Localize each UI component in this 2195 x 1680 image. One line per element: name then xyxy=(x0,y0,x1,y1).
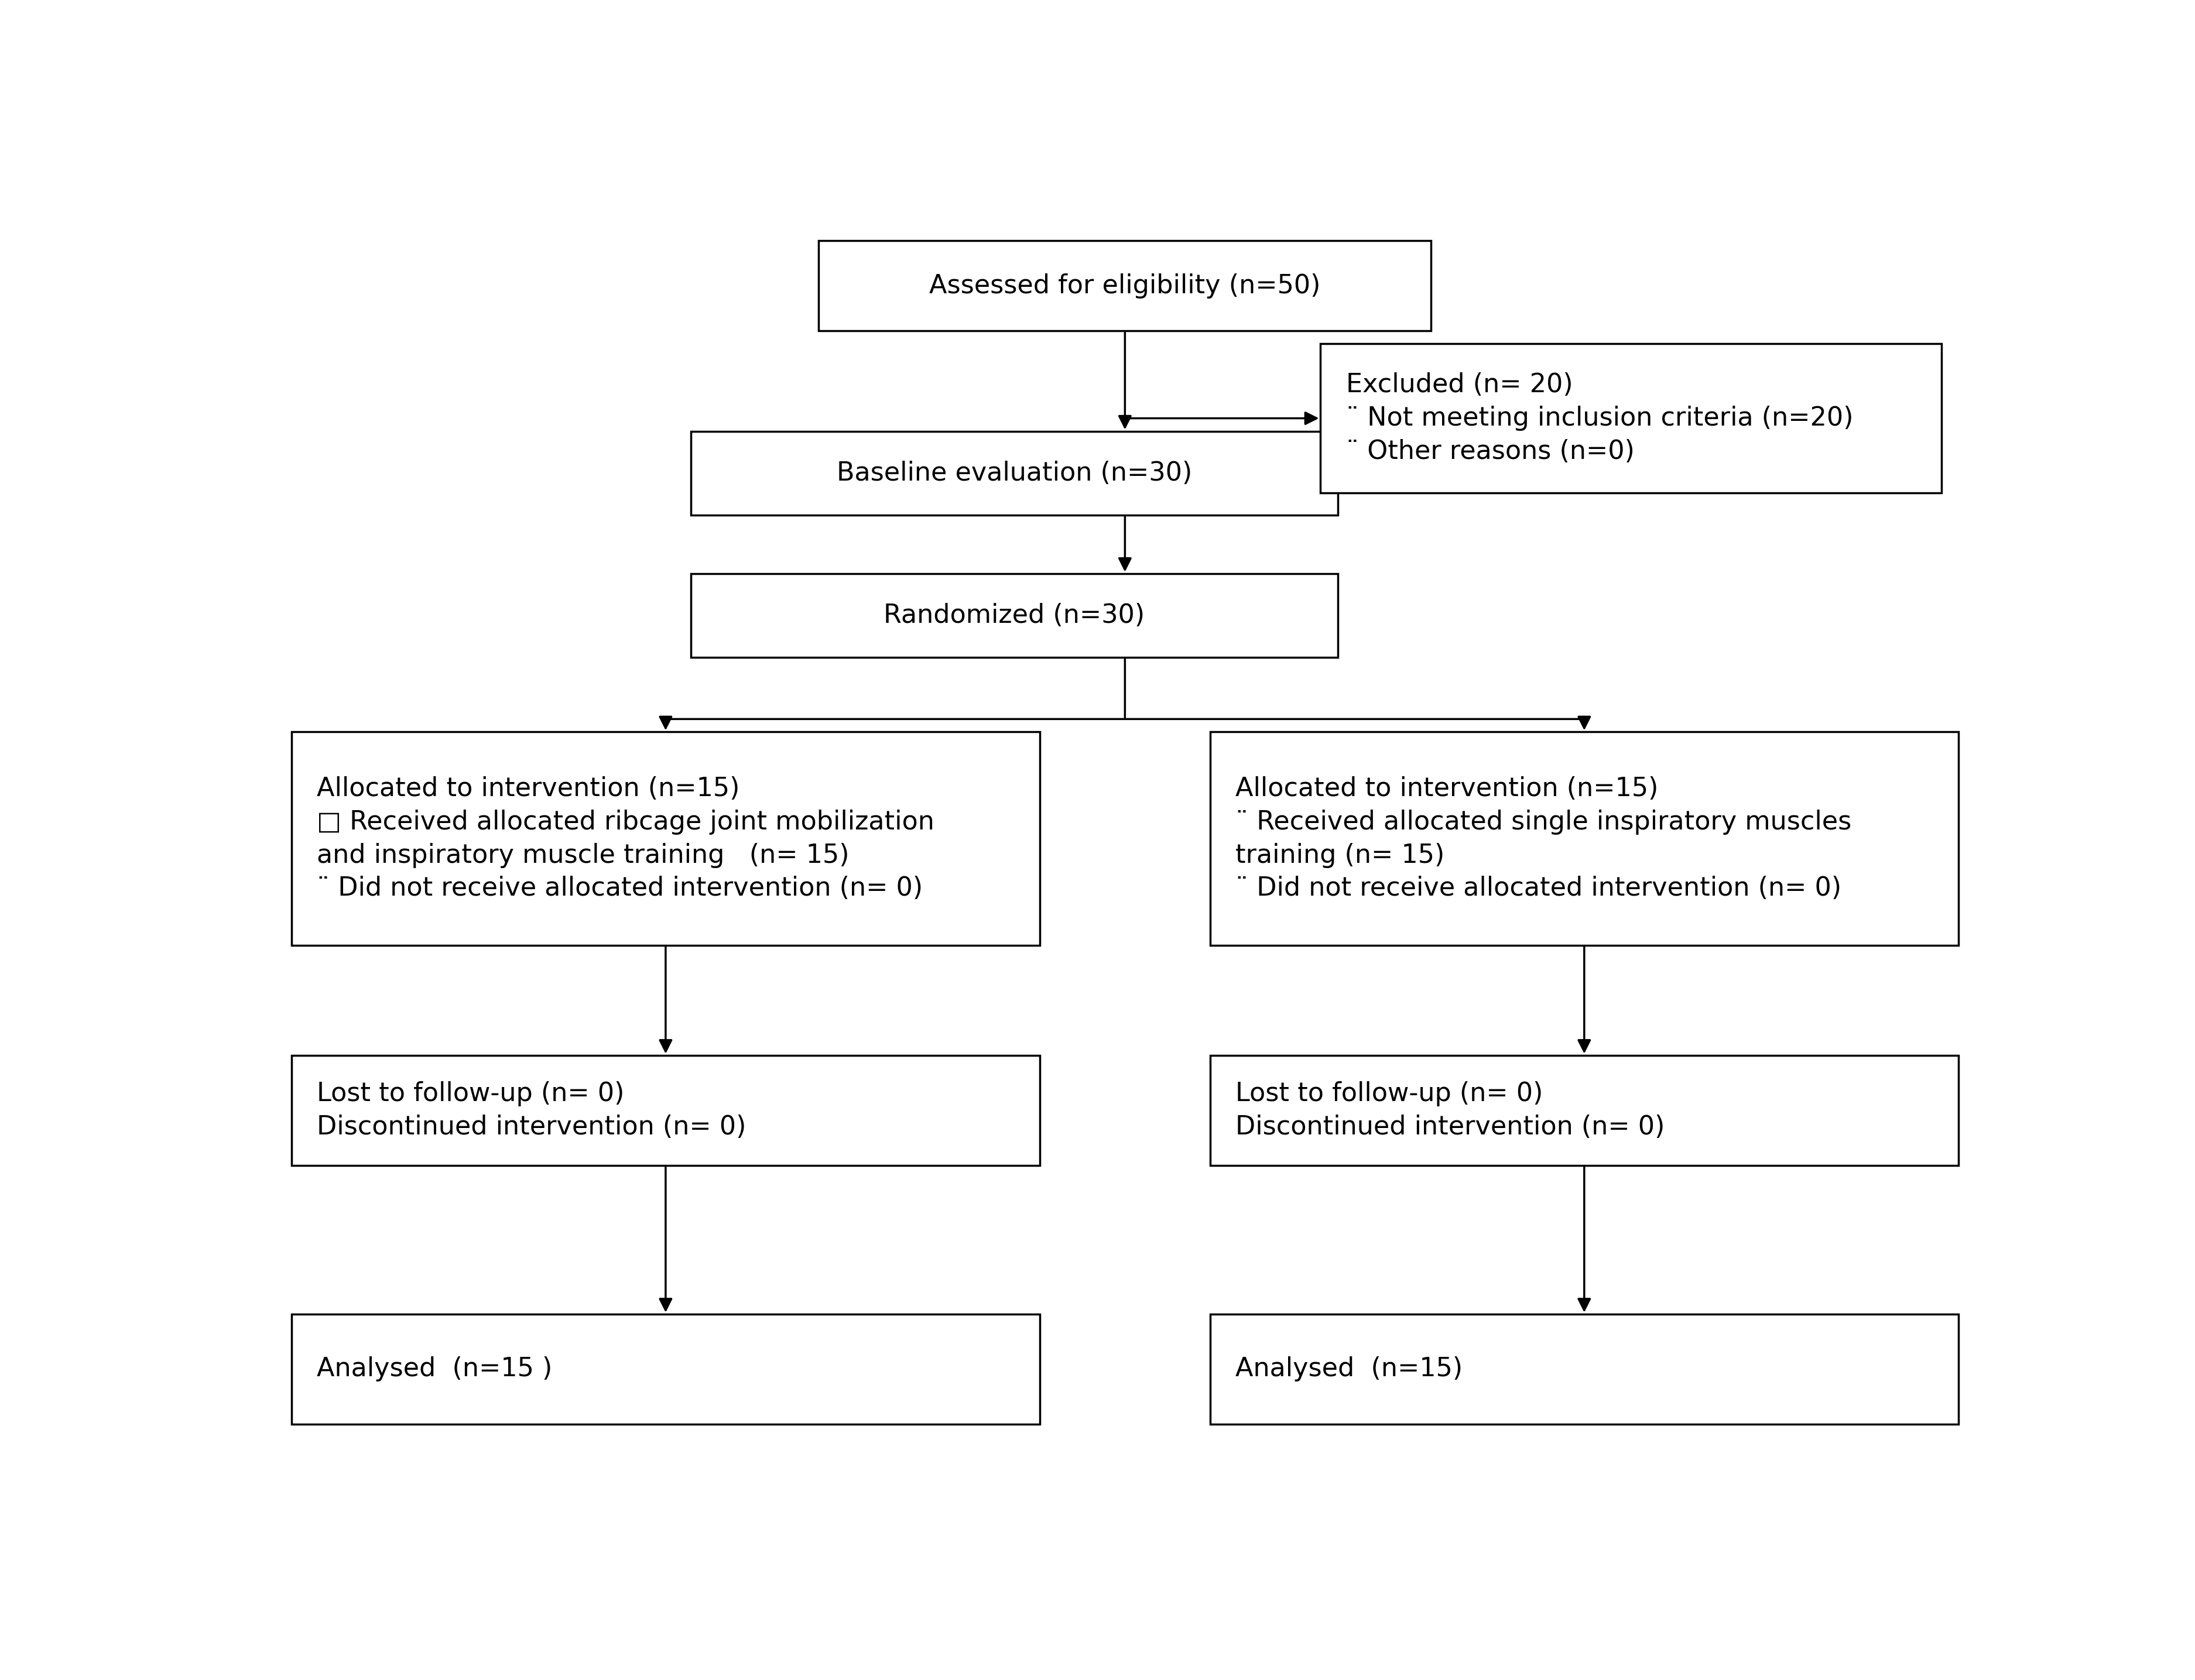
Text: Analysed  (n=15): Analysed (n=15) xyxy=(1236,1356,1462,1381)
Text: Randomized (n=30): Randomized (n=30) xyxy=(885,603,1146,628)
Text: Assessed for eligibility (n=50): Assessed for eligibility (n=50) xyxy=(928,274,1321,299)
FancyBboxPatch shape xyxy=(1321,344,1940,492)
Text: Allocated to intervention (n=15)
¨ Received allocated single inspiratory muscles: Allocated to intervention (n=15) ¨ Recei… xyxy=(1236,776,1853,900)
FancyBboxPatch shape xyxy=(1209,732,1958,946)
Text: Baseline evaluation (n=30): Baseline evaluation (n=30) xyxy=(836,460,1192,486)
FancyBboxPatch shape xyxy=(292,1314,1040,1425)
FancyBboxPatch shape xyxy=(292,732,1040,946)
Text: Excluded (n= 20)
¨ Not meeting inclusion criteria (n=20)
¨ Other reasons (n=0): Excluded (n= 20) ¨ Not meeting inclusion… xyxy=(1346,373,1853,464)
FancyBboxPatch shape xyxy=(292,1055,1040,1166)
Text: Lost to follow-up (n= 0)
Discontinued intervention (n= 0): Lost to follow-up (n= 0) Discontinued in… xyxy=(1236,1082,1664,1139)
Text: Analysed  (n=15 ): Analysed (n=15 ) xyxy=(316,1356,553,1381)
FancyBboxPatch shape xyxy=(1209,1055,1958,1166)
FancyBboxPatch shape xyxy=(691,573,1337,657)
Text: Allocated to intervention (n=15)
□ Received allocated ribcage joint mobilization: Allocated to intervention (n=15) □ Recei… xyxy=(316,776,935,900)
FancyBboxPatch shape xyxy=(691,432,1337,516)
FancyBboxPatch shape xyxy=(819,240,1431,331)
FancyBboxPatch shape xyxy=(1209,1314,1958,1425)
Text: Lost to follow-up (n= 0)
Discontinued intervention (n= 0): Lost to follow-up (n= 0) Discontinued in… xyxy=(316,1082,746,1139)
